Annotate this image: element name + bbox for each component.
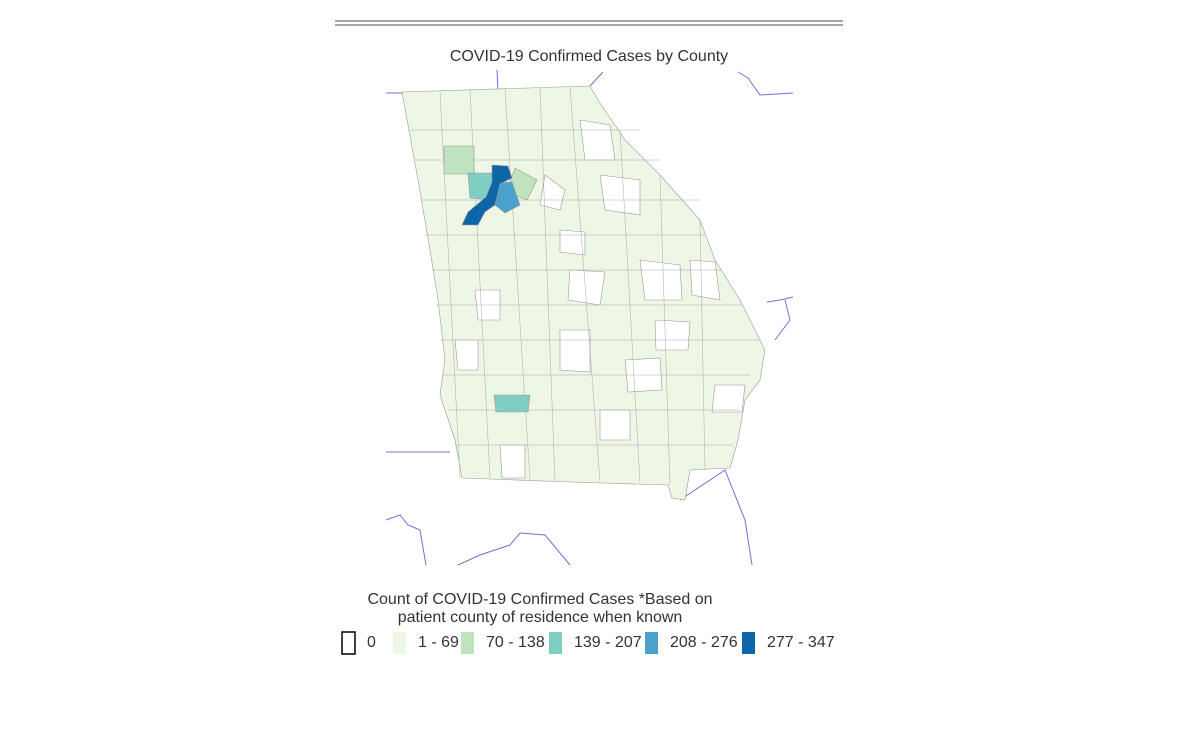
legend-label: 1 - 69	[418, 634, 459, 651]
map-title: COVID-19 Confirmed Cases by County	[450, 48, 728, 65]
legend-title: patient county of residence when known	[398, 609, 683, 626]
legend-label: 139 - 207	[574, 634, 642, 651]
legend-swatch	[742, 632, 755, 654]
legend-swatch	[549, 632, 562, 654]
legend-swatch	[341, 631, 356, 655]
georgia-counties	[401, 85, 766, 501]
legend-swatch	[645, 632, 658, 654]
legend-label: 0	[367, 634, 376, 651]
legend-swatch	[393, 632, 406, 654]
legend: 0 1 - 69 70 - 138 139 - 207 208 - 276 277 - 3…	[341, 631, 835, 655]
legend-label: 277 - 347	[767, 634, 835, 651]
legend-label: 208 - 276	[670, 634, 738, 651]
legend-swatch	[461, 632, 474, 654]
legend-label: 70 - 138	[486, 634, 545, 651]
neighbor-borders	[385, 69, 794, 566]
legend-title: Count of COVID-19 Confirmed Cases *Based…	[367, 591, 712, 608]
